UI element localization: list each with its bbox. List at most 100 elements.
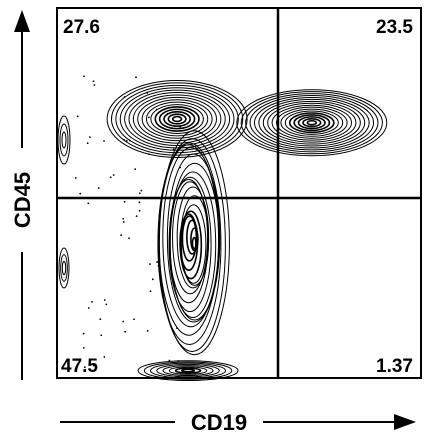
- event-dot: [135, 215, 138, 218]
- contour-ring: [132, 94, 222, 144]
- event-dot: [138, 192, 141, 195]
- event-dot: [157, 264, 160, 267]
- event-dot: [103, 140, 105, 142]
- y-axis-annotation: CD45: [10, 10, 35, 380]
- edge-contour: [61, 260, 67, 276]
- event-dot: [103, 356, 106, 358]
- contour-lines: [57, 80, 388, 382]
- contour-ring: [284, 110, 339, 135]
- event-dot: [93, 84, 96, 86]
- contour-ring: [163, 110, 192, 128]
- contour-ring: [168, 366, 208, 375]
- contour-ring: [288, 112, 335, 134]
- event-dot: [179, 125, 182, 128]
- event-dot: [105, 303, 108, 306]
- contour-ring: [276, 106, 348, 139]
- contour-ring: [137, 360, 239, 382]
- event-dot: [76, 115, 79, 118]
- quadrant-upper-right-value: 23.5: [376, 17, 413, 38]
- contour-ring: [156, 363, 220, 378]
- event-dot: [122, 320, 125, 323]
- contour-ring: [249, 95, 375, 151]
- event-dot: [156, 261, 159, 263]
- event-dot: [148, 116, 150, 119]
- contour-ring: [162, 365, 214, 377]
- event-dot: [87, 307, 90, 309]
- event-dot: [125, 139, 128, 142]
- quadrant-upper-left-value: 27.6: [63, 17, 100, 38]
- event-dot: [83, 366, 86, 369]
- contour-ring: [124, 89, 231, 149]
- event-dot: [133, 318, 135, 321]
- event-dot: [82, 346, 85, 349]
- event-dot: [128, 237, 130, 240]
- contour-ring: [158, 108, 196, 130]
- edge-contour: [58, 247, 70, 289]
- event-dot: [122, 221, 125, 223]
- quadrant-lower-left-value: 47.5: [61, 356, 98, 377]
- event-dot: [166, 112, 169, 115]
- contour-ring: [106, 80, 248, 158]
- event-dot: [97, 187, 100, 189]
- edge-contour: [57, 115, 71, 165]
- event-dot: [146, 329, 149, 332]
- contour-ring: [280, 108, 344, 137]
- contour-ring: [245, 93, 379, 153]
- event-dot: [176, 327, 178, 330]
- event-dot: [92, 80, 95, 83]
- event-dot: [79, 192, 82, 195]
- contour-ring: [271, 104, 353, 141]
- event-dot: [83, 75, 85, 78]
- event-dot: [122, 217, 125, 220]
- contour-ring: [128, 92, 226, 146]
- contour-ring: [174, 367, 202, 374]
- event-dot: [89, 136, 91, 139]
- contour-ring: [166, 153, 221, 323]
- event-dot: [138, 201, 141, 204]
- contour-ring: [141, 99, 213, 139]
- contour-ring: [145, 101, 209, 137]
- contour-ring: [154, 106, 200, 132]
- event-dot: [168, 359, 171, 362]
- x-axis-label: CD19: [191, 410, 247, 435]
- contour-ring: [171, 115, 183, 123]
- contour-ring: [137, 96, 217, 142]
- event-dot: [100, 334, 103, 337]
- event-dot: [179, 166, 181, 169]
- event-dot: [103, 299, 106, 301]
- contour-ring: [168, 176, 212, 313]
- event-dot: [123, 138, 125, 141]
- event-dot: [124, 330, 127, 333]
- event-dot: [138, 209, 141, 212]
- contour-ring: [158, 130, 230, 356]
- contour-ring: [180, 204, 207, 284]
- contour-ring: [158, 138, 226, 352]
- contour-ring: [297, 116, 326, 130]
- event-dot: [120, 234, 123, 236]
- contour-ring: [150, 104, 204, 134]
- y-axis-arrow-head: [14, 10, 30, 32]
- contour-ring: [258, 98, 366, 147]
- contour-ring: [180, 368, 196, 373]
- contour-ring: [306, 119, 318, 126]
- event-dot: [123, 200, 126, 203]
- edge-contour: [61, 131, 67, 149]
- event-dot: [140, 189, 143, 192]
- event-dot: [109, 176, 112, 179]
- edge-contour: [59, 123, 69, 157]
- contour-ring: [236, 89, 388, 157]
- event-dot: [155, 108, 158, 111]
- event-dot: [146, 92, 149, 94]
- contour-ring: [267, 102, 357, 143]
- event-dot: [90, 300, 93, 303]
- contour-ring: [150, 362, 227, 379]
- event-dot: [134, 168, 137, 171]
- contour-ring: [253, 96, 370, 149]
- event-dot: [92, 364, 95, 367]
- contour-ring: [176, 186, 210, 289]
- quadrant-lower-right-value: 1.37: [376, 356, 413, 377]
- contour-ring: [293, 114, 331, 132]
- contour-ring: [157, 142, 222, 346]
- event-dot: [82, 332, 85, 335]
- event-dot: [74, 177, 77, 179]
